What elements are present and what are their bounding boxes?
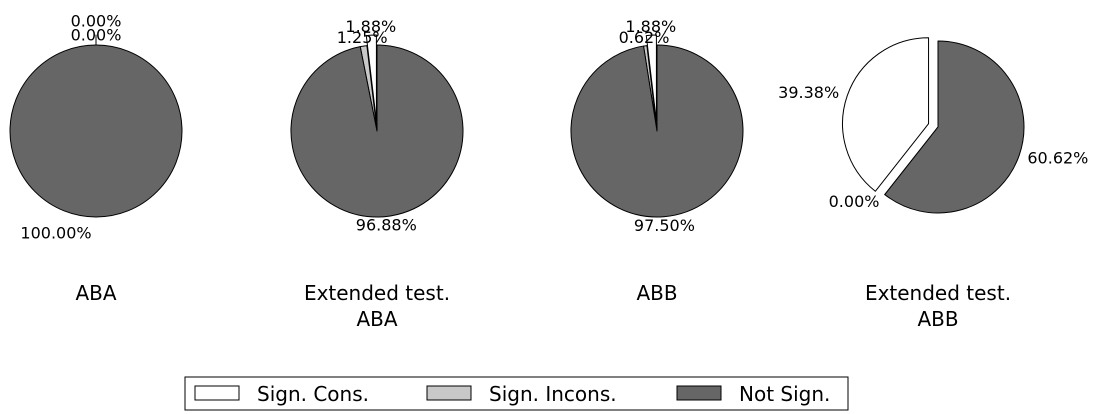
pie-3-slice-not-sign-label: 97.50% — [634, 216, 695, 235]
pie-2-slice-sign-incons-label: 1.25% — [337, 28, 388, 47]
legend-label-sign-cons: Sign. Cons. — [257, 382, 369, 406]
pie-1-slice-not-sign-label: 100.00% — [20, 224, 91, 243]
pie-4-slice-not-sign-label: 60.62% — [1027, 148, 1088, 167]
legend-label-not-sign: Not Sign. — [739, 382, 830, 406]
pie-1-slice-sign-incons-label: 0.00% — [71, 26, 122, 45]
pie-4: 39.38% 0.00% 60.62% Extended test.ABB — [778, 37, 1088, 331]
pie-1-caption-line-1: ABA — [75, 281, 116, 305]
legend-swatch-sign-cons — [194, 385, 240, 401]
legend: Sign. Cons. Sign. Incons. Not Sign. — [184, 376, 849, 411]
pie-2-slice-sign-cons — [365, 34, 377, 122]
pie-3-caption-line-1: ABB — [636, 281, 677, 305]
legend-label-sign-incons: Sign. Incons. — [489, 382, 617, 406]
pie-4-slice-not-sign — [884, 40, 1025, 214]
pie-4-slice-sign-cons — [842, 37, 930, 192]
pie-3-slice-not-sign — [570, 44, 744, 218]
pie-2: 1.88%1.25% 96.88% Extended test.ABA — [290, 17, 464, 331]
pie-4-caption-line-1: Extended test. — [865, 281, 1011, 305]
pie-2-slice-sign-cons-label: 1.88% — [345, 17, 396, 36]
pie-4-slice-sign-cons-label: 39.38% — [778, 83, 839, 102]
pie-4-caption-line-2: ABB — [917, 307, 958, 331]
pie-4-slice-sign-incons-label: 0.00% — [829, 192, 880, 211]
pie-2-caption-line-2: ABA — [356, 307, 397, 331]
pie-2-slice-not-sign — [290, 44, 464, 218]
pie-3-slice-sign-cons-label: 1.88% — [625, 17, 676, 36]
pie-1-slice-sign-cons-label: 0.00% — [71, 12, 122, 31]
pie-3-slice-sign-cons — [645, 34, 657, 122]
pie-3-slice-sign-incons-label: 0.62% — [619, 28, 670, 47]
pie-2-caption-line-1: Extended test. — [304, 281, 450, 305]
pie-1-slice-not-sign — [9, 44, 183, 218]
pie-2-slice-not-sign-label: 96.88% — [356, 216, 417, 235]
pie-1: 0.00%0.00% 100.00% ABA — [9, 12, 183, 305]
legend-frame — [184, 376, 849, 411]
pie-3: 1.88%0.62% 97.50% ABB — [570, 17, 744, 305]
legend-swatch-sign-incons — [426, 385, 472, 401]
legend-swatch-not-sign — [676, 385, 722, 401]
